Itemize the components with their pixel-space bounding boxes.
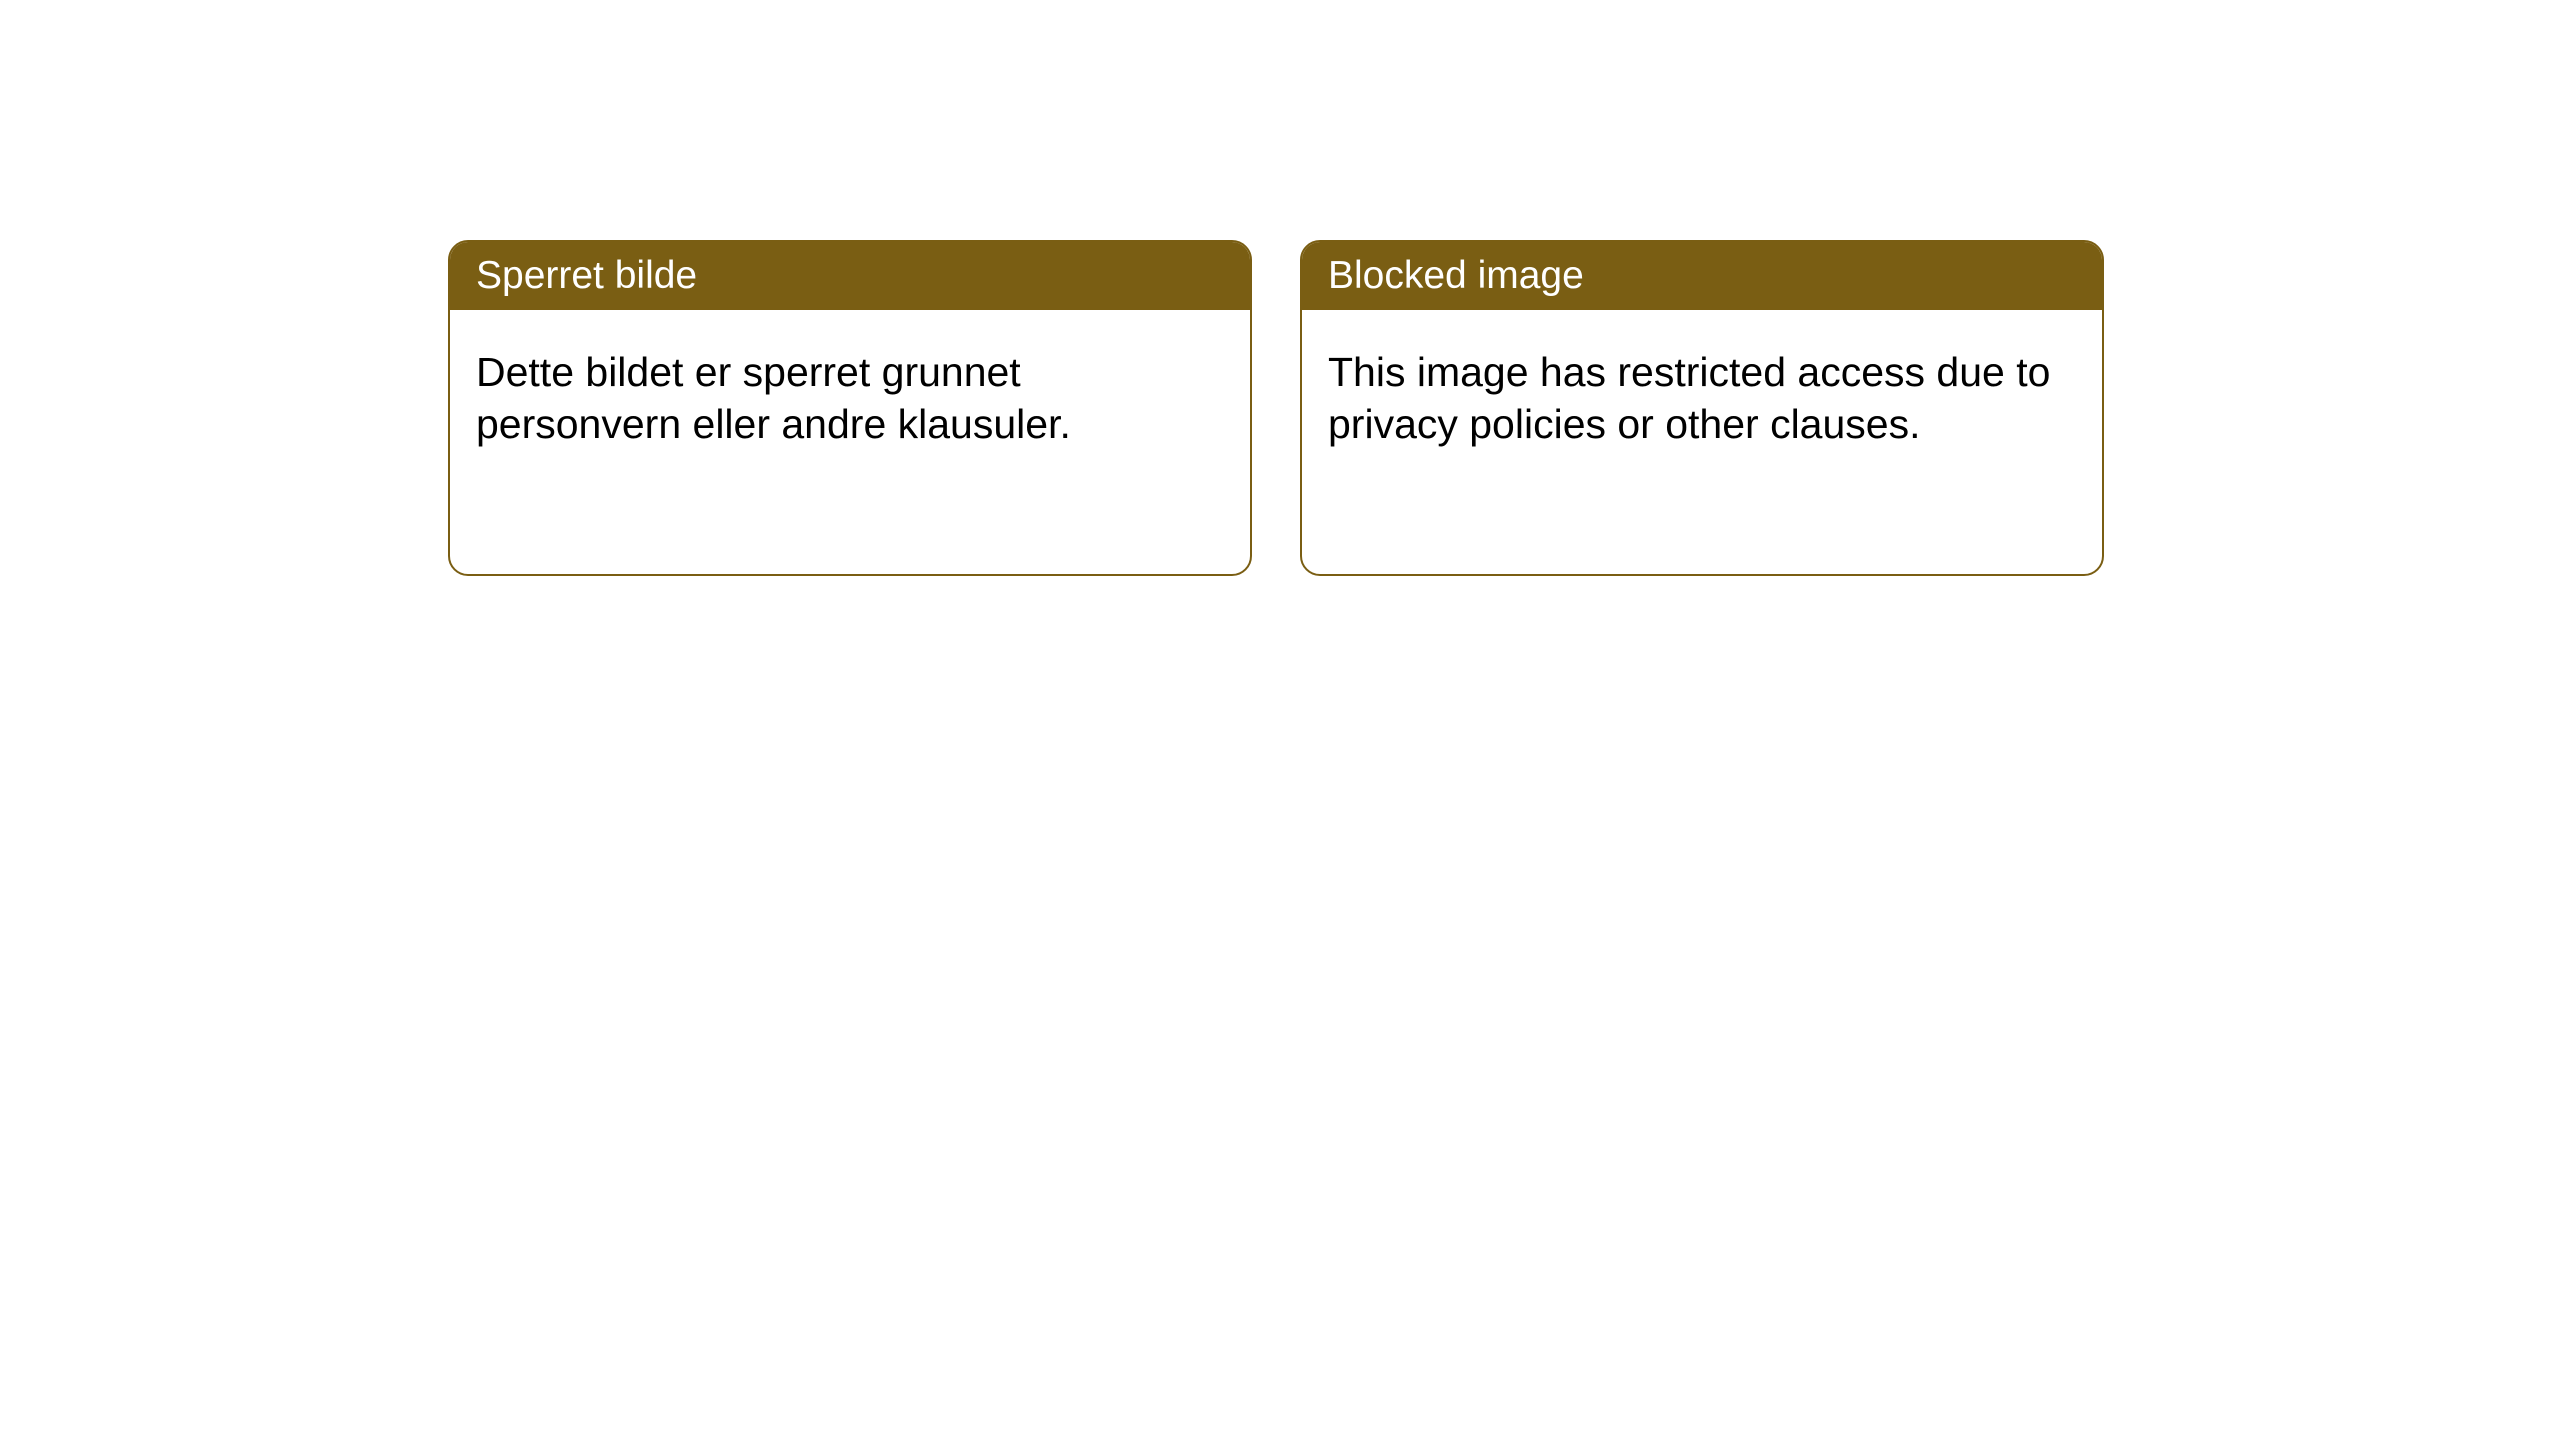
notice-container: Sperret bilde Dette bildet er sperret gr… (0, 0, 2560, 576)
blocked-image-card-no: Sperret bilde Dette bildet er sperret gr… (448, 240, 1252, 576)
blocked-image-card-en: Blocked image This image has restricted … (1300, 240, 2104, 576)
card-message-no: Dette bildet er sperret grunnet personve… (476, 349, 1071, 447)
card-body-no: Dette bildet er sperret grunnet personve… (450, 310, 1250, 487)
card-title-no: Sperret bilde (476, 254, 697, 297)
card-header-no: Sperret bilde (450, 242, 1250, 310)
card-title-en: Blocked image (1328, 254, 1584, 297)
card-body-en: This image has restricted access due to … (1302, 310, 2102, 487)
card-message-en: This image has restricted access due to … (1328, 349, 2050, 447)
card-header-en: Blocked image (1302, 242, 2102, 310)
